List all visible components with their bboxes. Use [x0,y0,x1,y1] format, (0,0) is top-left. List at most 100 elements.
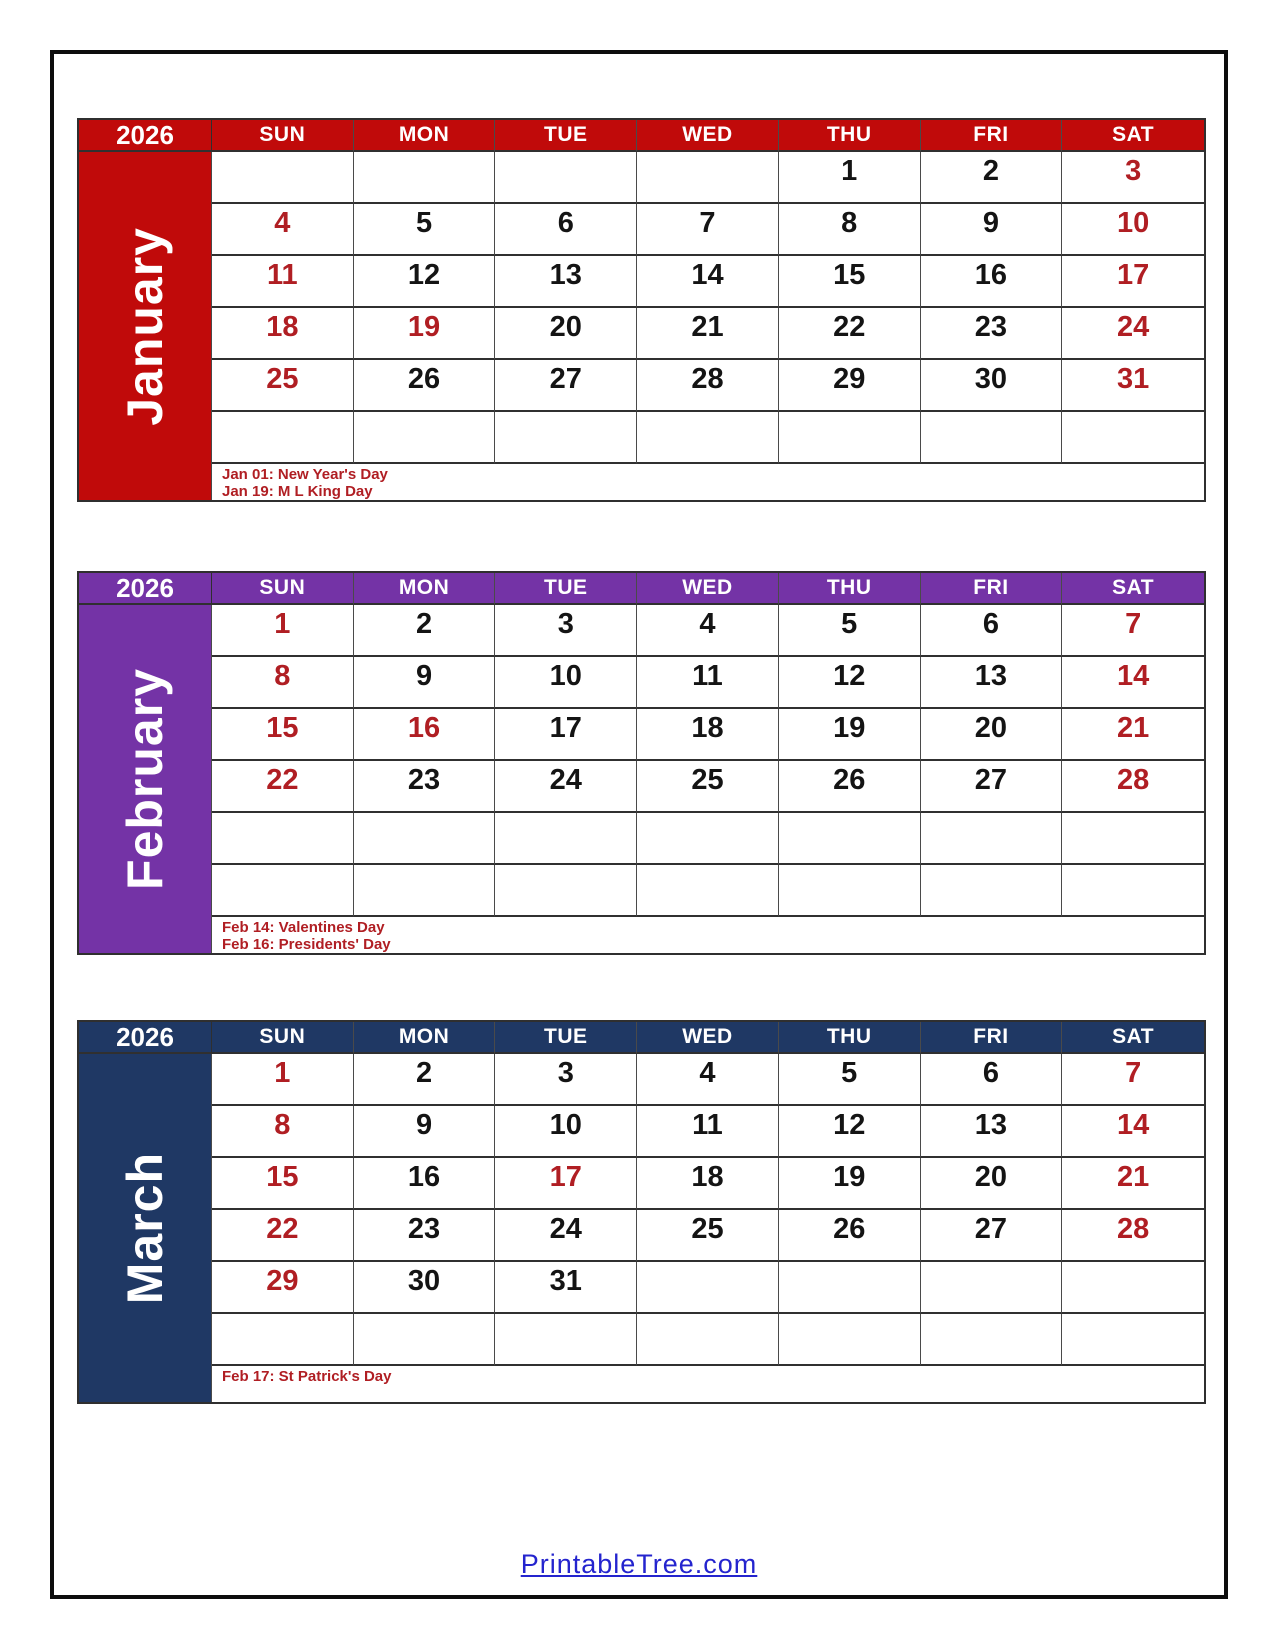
date-cell-5: 5 [353,204,496,256]
date-cell-26: 26 [778,1210,921,1262]
date-cell-empty [353,412,496,464]
date-cell-23: 23 [920,308,1063,360]
date-cell-27: 27 [920,1210,1063,1262]
date-cell-15: 15 [212,1158,354,1210]
date-cell-9: 9 [353,1106,496,1158]
date-cell-18: 18 [212,308,354,360]
date-cell-23: 23 [353,1210,496,1262]
date-cell-26: 26 [353,360,496,412]
day-header-mon: MON [353,1022,496,1054]
day-header-thu: THU [778,573,921,605]
date-cell-empty [637,412,779,464]
date-cell-28: 28 [1062,761,1204,813]
day-header-mon: MON [353,120,496,152]
date-cell-empty [920,1262,1063,1314]
day-header-tue: TUE [495,1022,638,1054]
day-header-fri: FRI [920,120,1063,152]
year-label: 2026 [79,1022,212,1054]
date-cell-25: 25 [212,360,354,412]
date-cell-15: 15 [778,256,921,308]
day-header-sun: SUN [212,120,354,152]
date-cell-empty [920,412,1063,464]
date-cell-empty [353,813,496,865]
year-label: 2026 [79,573,212,605]
date-cell-6: 6 [920,1054,1063,1106]
date-cell-14: 14 [637,256,779,308]
month-february: 2026 SUN MON TUE WED THU FRI SAT February 1 2 3 4 5 6 7… [77,571,1206,955]
date-cell-7: 7 [637,204,779,256]
holiday-note: Jan 01: New Year's Day [222,466,388,483]
date-cell-empty [637,813,779,865]
date-cell-11: 11 [637,1106,779,1158]
date-cell-13: 13 [920,1106,1063,1158]
date-cell-30: 30 [353,1262,496,1314]
date-cell-20: 20 [495,308,638,360]
date-cell-empty [1062,1314,1204,1366]
date-cell-15: 15 [212,709,354,761]
date-cell-21: 21 [637,308,779,360]
date-cell-empty [778,813,921,865]
year-label: 2026 [79,120,212,152]
date-cell-empty [353,1314,496,1366]
date-cell-10: 10 [495,657,638,709]
date-cell-empty [637,1262,779,1314]
date-cell-empty [495,412,638,464]
holiday-note: Feb 16: Presidents' Day [222,936,391,953]
holiday-notes: Feb 14: Valentines Day Feb 16: Presidents… [212,917,1204,953]
date-cell-empty [212,813,354,865]
day-header-fri: FRI [920,1022,1063,1054]
date-cell-empty [920,865,1063,917]
printabletree-link[interactable]: PrintableTree.com [520,1549,758,1579]
date-cell-12: 12 [353,256,496,308]
month-sidebar: February [79,605,212,953]
date-cell-17: 17 [1062,256,1204,308]
date-cell-8: 8 [212,657,354,709]
day-header-sun: SUN [212,1022,354,1054]
holiday-note: Feb 14: Valentines Day [222,919,385,936]
date-cell-empty [637,152,779,204]
day-header-sat: SAT [1062,1022,1204,1054]
date-cell-11: 11 [637,657,779,709]
date-cell-22: 22 [778,308,921,360]
date-cell-1: 1 [212,1054,354,1106]
date-cell-19: 19 [353,308,496,360]
date-cell-empty [212,152,354,204]
date-cell-18: 18 [637,1158,779,1210]
date-cell-empty [495,1314,638,1366]
day-header-fri: FRI [920,573,1063,605]
date-cell-empty [353,152,496,204]
date-cell-24: 24 [495,1210,638,1262]
day-header-sun: SUN [212,573,354,605]
day-header-wed: WED [637,573,779,605]
date-cell-3: 3 [495,605,638,657]
date-cell-2: 2 [353,1054,496,1106]
date-cell-1: 1 [212,605,354,657]
holiday-notes: Jan 01: New Year's Day Jan 19: M L King D… [212,464,1204,500]
date-cell-27: 27 [495,360,638,412]
month-january: 2026 SUN MON TUE WED THU FRI SAT January 1 2 3 4 5 6 7 8… [77,118,1206,502]
date-cell-20: 20 [920,709,1063,761]
day-header-thu: THU [778,1022,921,1054]
date-cell-23: 23 [353,761,496,813]
date-cell-empty [495,152,638,204]
date-cell-30: 30 [920,360,1063,412]
month-name-label: February [117,668,173,890]
date-cell-9: 9 [353,657,496,709]
date-cell-16: 16 [920,256,1063,308]
date-cell-empty [778,1262,921,1314]
date-cell-empty [1062,412,1204,464]
date-cell-28: 28 [1062,1210,1204,1262]
date-cell-empty [920,813,1063,865]
date-cell-20: 20 [920,1158,1063,1210]
date-cell-13: 13 [920,657,1063,709]
date-cell-10: 10 [495,1106,638,1158]
date-cell-empty [778,412,921,464]
date-cell-31: 31 [1062,360,1204,412]
day-header-wed: WED [637,120,779,152]
date-cell-empty [778,1314,921,1366]
month-sidebar: January [79,152,212,500]
date-cell-empty [778,865,921,917]
date-cell-10: 10 [1062,204,1204,256]
month-name-label: January [117,226,173,426]
date-cell-27: 27 [920,761,1063,813]
